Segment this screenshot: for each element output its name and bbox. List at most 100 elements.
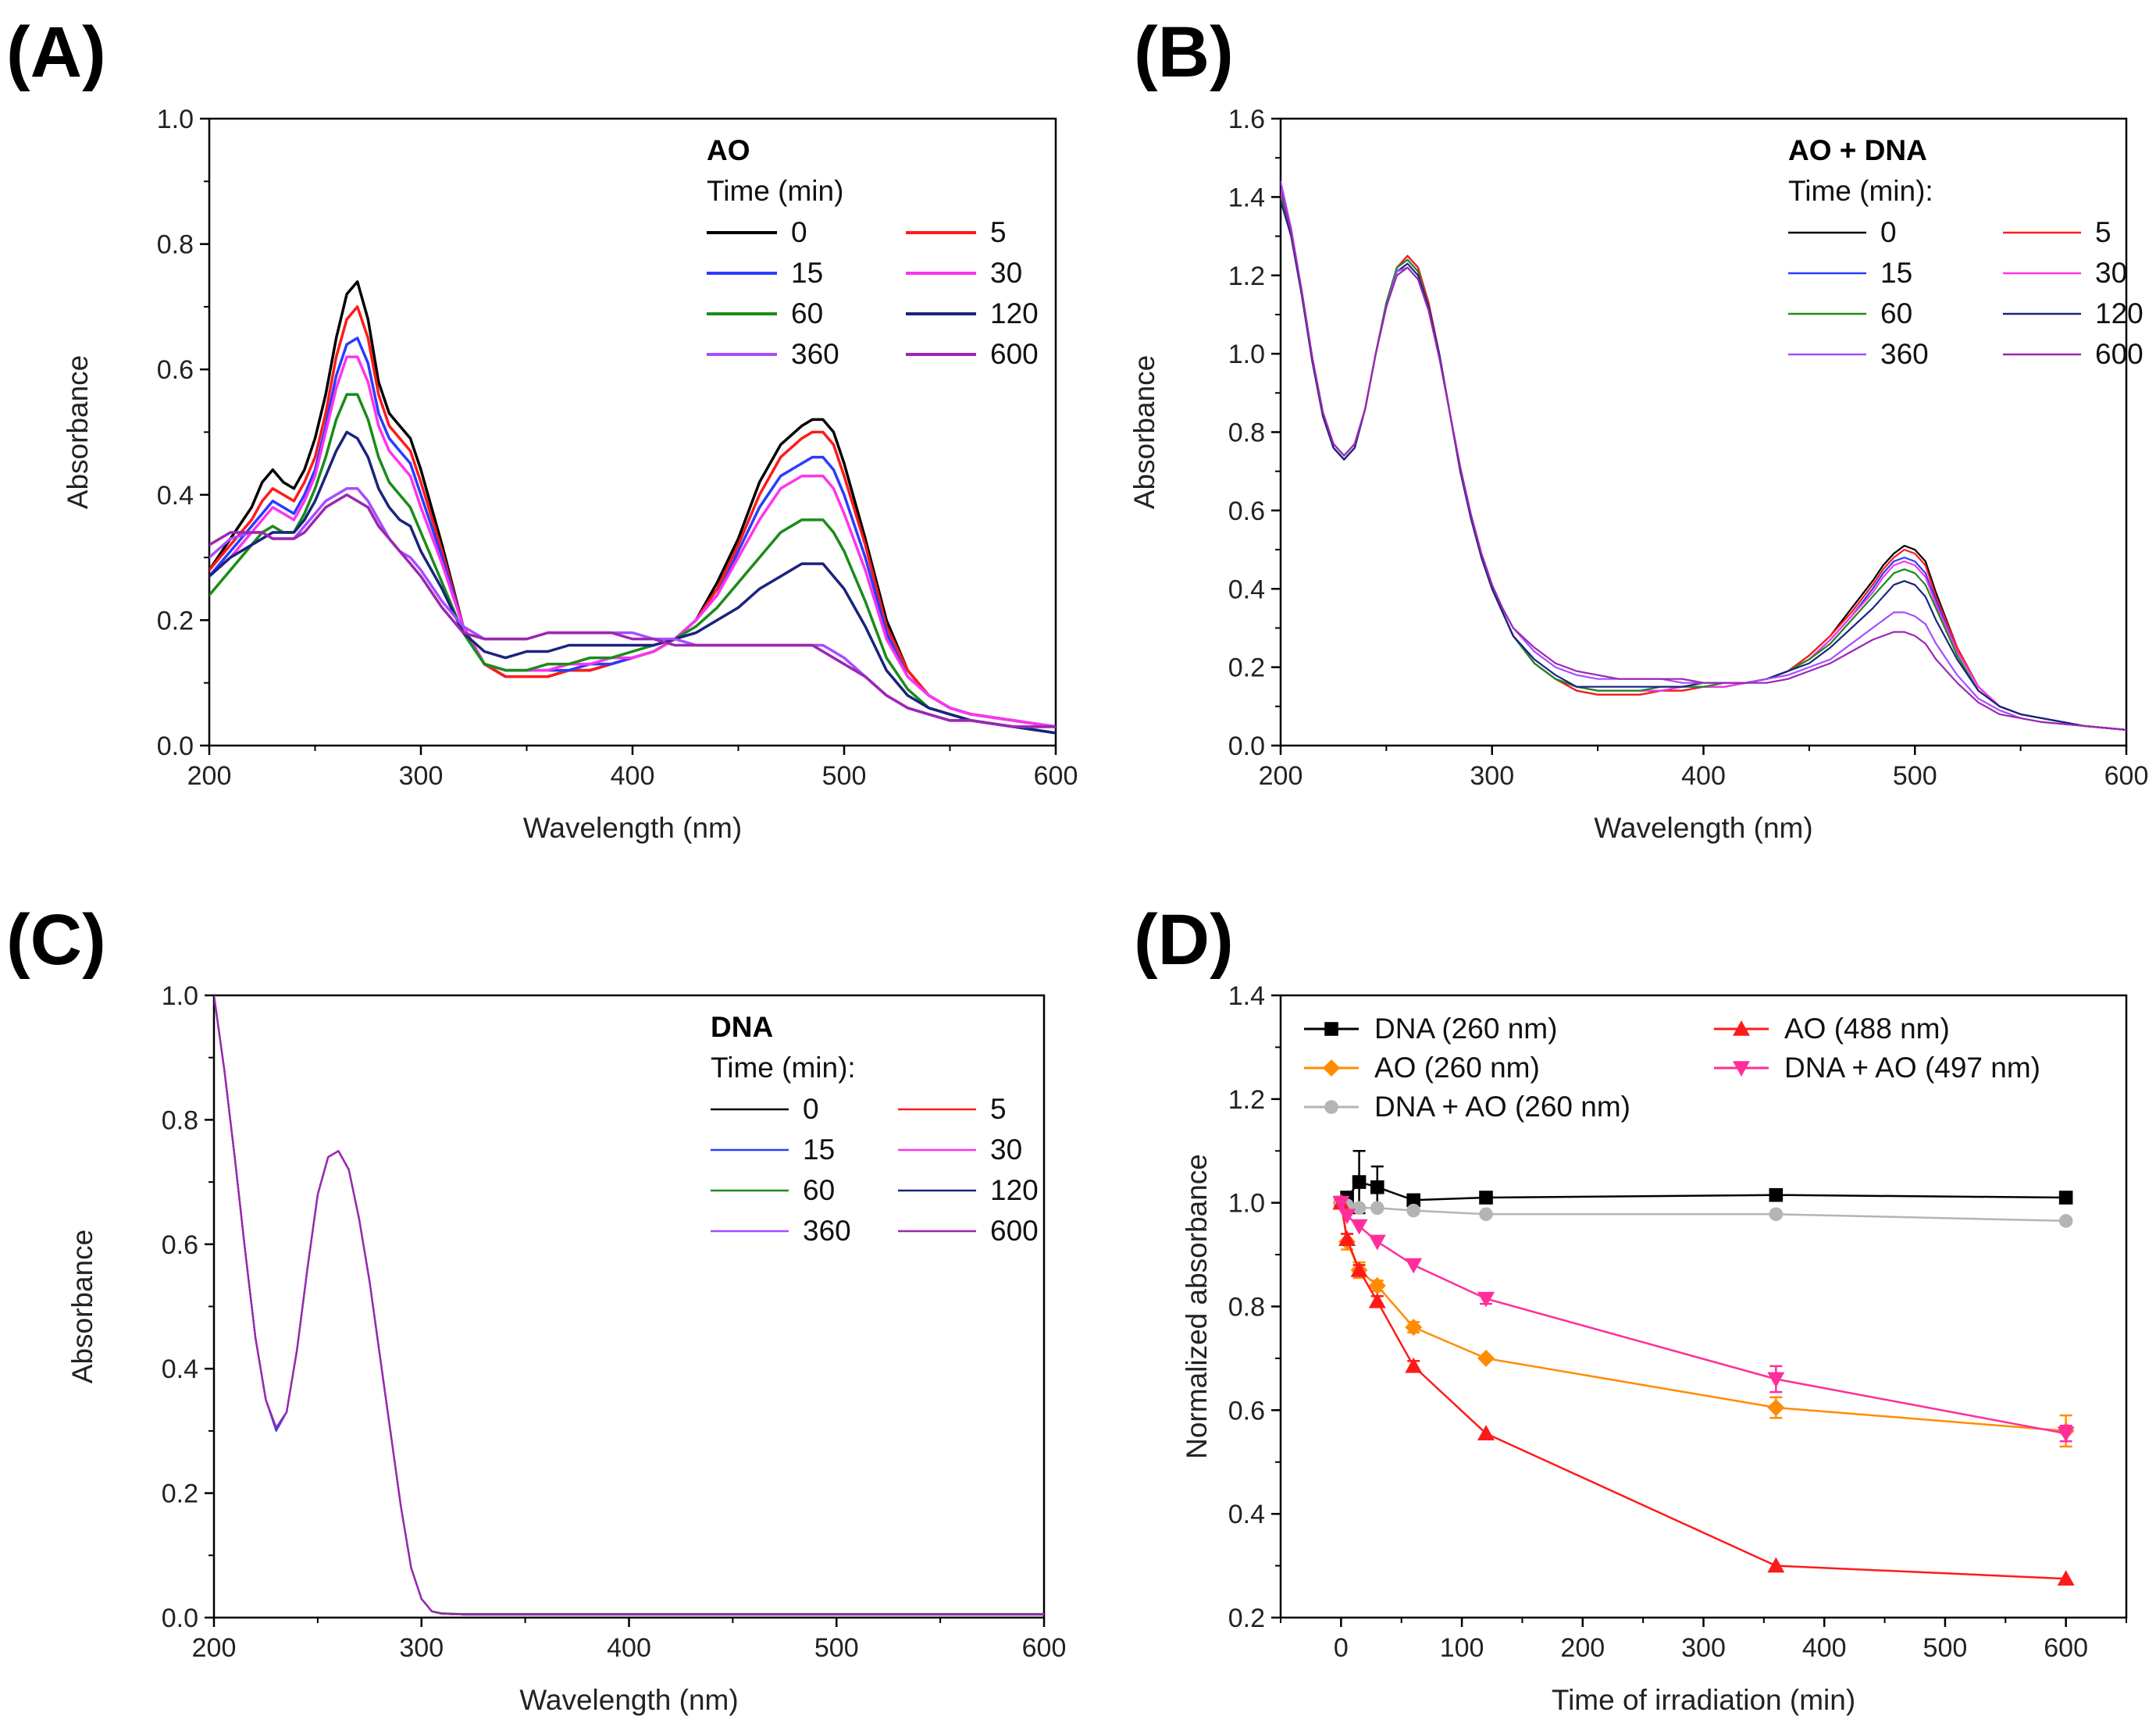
y-tick-label: 0.6 <box>1228 1396 1265 1426</box>
y-tick-label: 1.0 <box>1228 340 1265 369</box>
data-point <box>1406 1193 1420 1208</box>
legend-title: AO + DNA <box>1788 134 1927 166</box>
legend-label: 0 <box>1880 216 1897 248</box>
y-axis-ticks: 0.0 0.2 0.4 0.6 0.8 1.0 <box>157 105 209 761</box>
data-point <box>1332 1195 1350 1212</box>
legend-label: 60 <box>803 1174 835 1206</box>
y-tick-label: 0.0 <box>1228 732 1265 761</box>
legend-label: 5 <box>2095 216 2111 248</box>
x-tick-label: 100 <box>1440 1633 1484 1663</box>
legend-label: 30 <box>990 257 1022 289</box>
y-axis-title: Absorbance <box>62 355 94 509</box>
x-tick-label: 300 <box>399 1633 444 1663</box>
y-tick-label: 0.4 <box>1228 1500 1265 1529</box>
legend-label: DNA + AO (260 nm) <box>1374 1091 1630 1123</box>
series-line-600 <box>1281 188 2126 732</box>
y-tick-label: 1.6 <box>1228 105 1265 134</box>
series-line-360 <box>214 995 1044 1616</box>
y-tick-label: 0.4 <box>1228 575 1265 604</box>
y-tick-label: 0.6 <box>1228 497 1265 526</box>
y-tick-label: 0.8 <box>157 230 194 260</box>
legend-label: 15 <box>1880 257 1912 289</box>
y-tick-label: 0.0 <box>157 732 194 761</box>
data-point <box>1368 1292 1386 1308</box>
series-line-5 <box>209 305 1056 728</box>
y-tick-label: 0.2 <box>1228 653 1265 683</box>
data-point <box>2058 1191 2073 1205</box>
legend-label: 15 <box>803 1134 835 1166</box>
y-tick-label: 0.8 <box>1228 1293 1265 1322</box>
legend-label: 0 <box>803 1093 819 1125</box>
x-tick-label: 400 <box>611 761 655 791</box>
x-axis-title: Time of irradiation (min) <box>1552 1684 1855 1716</box>
x-axis-title: Wavelength (nm) <box>1594 812 1812 844</box>
series-line-60 <box>209 393 1056 735</box>
legend-label: 600 <box>990 338 1039 370</box>
legend-title: AO <box>707 134 750 166</box>
legend-label: 60 <box>1880 297 1912 329</box>
series-2 <box>1334 1195 2073 1228</box>
x-axis-title: Wavelength (nm) <box>519 1684 738 1716</box>
panel-d: (D) 0 100 200 300 400 500 600 0.2 0.4 0.6 0.8 1.0 1.2… <box>1134 900 2128 1716</box>
y-tick-label: 0.2 <box>162 1479 198 1509</box>
plot-frame <box>1279 117 2128 747</box>
data-point <box>1352 1175 1367 1189</box>
series-line-360 <box>209 487 1056 728</box>
x-axis-ticks: 200 300 400 500 600 <box>192 1618 1066 1663</box>
data-point <box>1477 1349 1495 1367</box>
legend-label: 5 <box>990 216 1007 248</box>
legend-label: 60 <box>791 297 823 329</box>
data-point <box>1370 1201 1384 1216</box>
legend: AO Time (min) 0 5 15 30 60 120 360 600 <box>707 134 1039 370</box>
data-point <box>2058 1214 2073 1228</box>
x-tick-label: 300 <box>399 761 444 791</box>
series-0 <box>1334 1150 2073 1215</box>
legend-marker <box>1324 1022 1338 1036</box>
legend: AO + DNA Time (min): 0 5 15 30 60 120 360 600 <box>1788 134 2144 370</box>
legend-label: DNA + AO (497 nm) <box>1784 1052 2040 1084</box>
series-line-15 <box>209 336 1056 728</box>
series-line-120 <box>209 430 1056 735</box>
x-tick-label: 400 <box>1802 1633 1847 1663</box>
data-point <box>1350 1262 1368 1277</box>
series-group <box>1281 180 2126 732</box>
x-axis-ticks: 200 300 400 500 600 <box>1259 746 2148 791</box>
x-tick-label: 400 <box>1681 761 1726 791</box>
panel-label: (C) <box>6 900 106 980</box>
y-tick-label: 0.8 <box>162 1105 198 1135</box>
series-line-30 <box>214 995 1044 1616</box>
series-line-0 <box>209 280 1056 728</box>
series-line-5 <box>214 995 1044 1616</box>
series-line-120 <box>214 995 1044 1616</box>
y-tick-label: 0.4 <box>162 1354 198 1384</box>
data-point <box>1479 1207 1493 1222</box>
y-tick-label: 0.0 <box>162 1604 198 1633</box>
legend-label: DNA (260 nm) <box>1374 1013 1557 1045</box>
y-tick-label: 0.2 <box>157 606 194 635</box>
panel-label: (B) <box>1134 12 1234 92</box>
data-point <box>1767 1399 1785 1417</box>
x-tick-label: 200 <box>192 1633 237 1663</box>
x-tick-label: 600 <box>1034 761 1078 791</box>
y-axis-title: Normalized absorbance <box>1181 1154 1213 1459</box>
data-point <box>2057 1570 2075 1586</box>
series-line-0 <box>1281 196 2126 732</box>
y-axis-ticks: 0.0 0.2 0.4 0.6 0.8 1.0 1.2 1.4 1.6 <box>1228 105 1281 761</box>
legend-label: 360 <box>791 338 839 370</box>
x-axis-title: Wavelength (nm) <box>523 812 742 844</box>
series-line-60 <box>214 995 1044 1615</box>
legend-label: 600 <box>990 1215 1039 1247</box>
y-tick-label: 1.0 <box>162 981 198 1011</box>
series-group <box>209 280 1056 735</box>
series-line-15 <box>1281 196 2126 732</box>
x-tick-label: 200 <box>1560 1633 1605 1663</box>
y-tick-label: 0.6 <box>157 355 194 385</box>
x-tick-label: 0 <box>1334 1633 1349 1663</box>
panel-a: (A)200 300 400 500 6000.00.20.40.60.81.0Wave… <box>6 12 1078 844</box>
data-point <box>1370 1180 1384 1194</box>
x-tick-label: 200 <box>187 761 232 791</box>
series-line <box>1340 1202 2066 1580</box>
series-line <box>1340 1201 2066 1223</box>
legend-label: 120 <box>990 1174 1039 1206</box>
y-axis-title: Absorbance <box>66 1230 98 1383</box>
